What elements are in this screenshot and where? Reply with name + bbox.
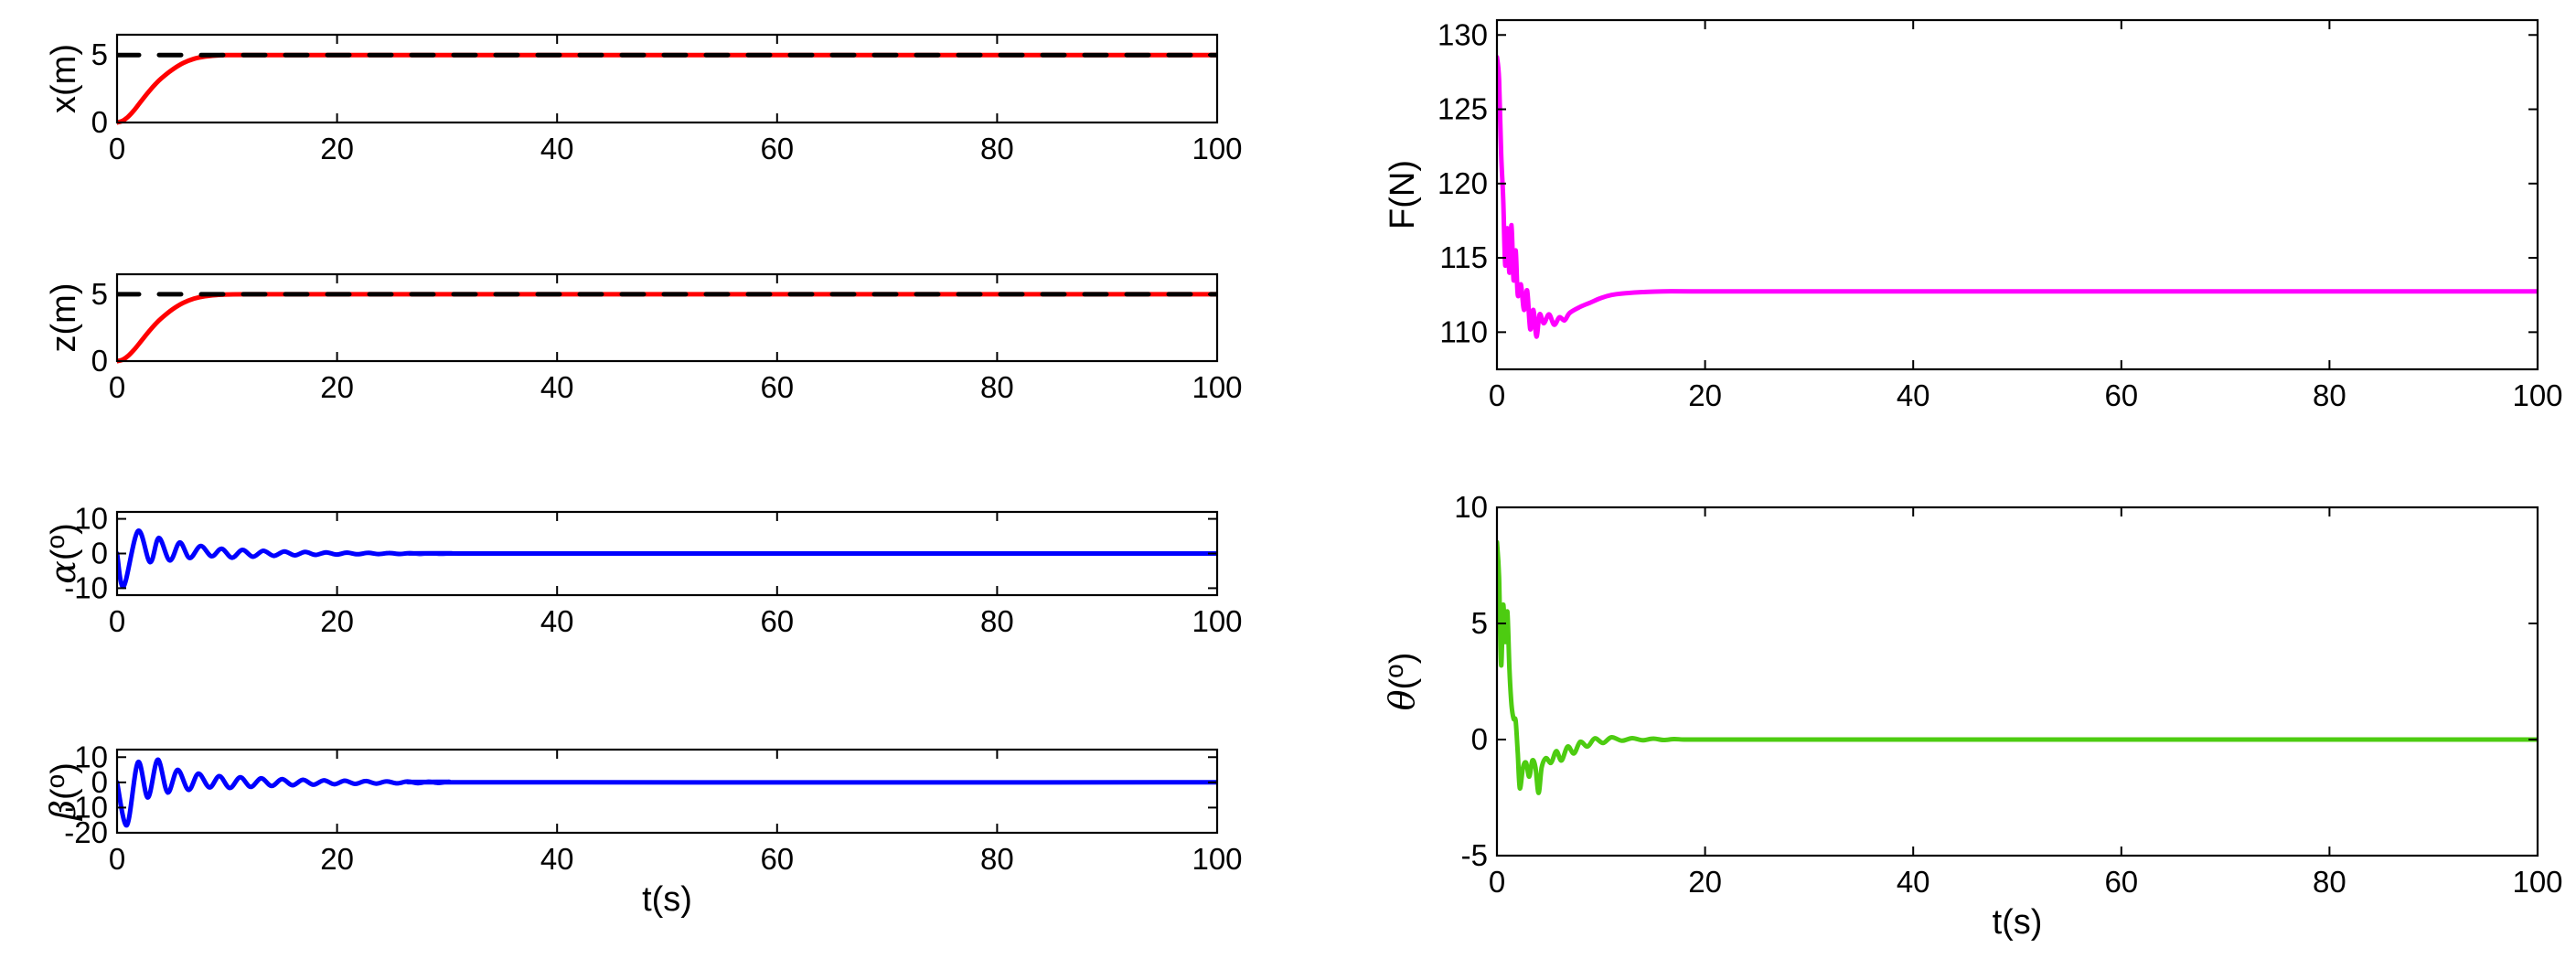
- y-axis-label-z: z(m): [45, 283, 83, 353]
- y-tick-label-x: 0: [91, 105, 108, 139]
- x-tick-label-theta: 20: [1688, 865, 1722, 899]
- y-tick-label-theta: 5: [1471, 606, 1488, 640]
- y-tick-label-x: 5: [91, 37, 108, 71]
- x-tick-label-x: 60: [760, 132, 794, 165]
- series-line-alpha: [117, 528, 1217, 590]
- x-tick-label-theta: 60: [2104, 865, 2138, 899]
- x-tick-label-beta: 20: [320, 842, 354, 876]
- y-tick-label-alpha: 10: [74, 502, 108, 536]
- y-axis-label-alpha: α(o): [41, 523, 83, 584]
- x-tick-label-beta: 80: [980, 842, 1014, 876]
- y-axis-label-x: x(m): [45, 44, 83, 113]
- x-tick-label-F: 0: [1489, 378, 1505, 412]
- x-tick-label-alpha: 100: [1192, 604, 1242, 638]
- x-tick-label-F: 100: [2512, 378, 2562, 412]
- x-tick-label-F: 80: [2313, 378, 2346, 412]
- y-tick-label-F: 130: [1438, 17, 1488, 51]
- x-tick-label-z: 60: [760, 370, 794, 404]
- axes-frame-x: [115, 33, 1219, 124]
- x-tick-label-x: 100: [1192, 132, 1242, 165]
- x-tick-label-theta: 80: [2313, 865, 2346, 899]
- axes-frame-z: [115, 272, 1219, 363]
- y-tick-label-theta: 10: [1454, 490, 1488, 524]
- x-tick-label-x: 0: [109, 132, 125, 165]
- x-axis-label-theta: t(s): [1993, 903, 2043, 942]
- y-tick-label-alpha: -10: [64, 570, 108, 604]
- y-tick-label-z: 0: [91, 344, 108, 378]
- x-tick-label-z: 0: [109, 370, 125, 404]
- x-tick-label-beta: 100: [1192, 842, 1242, 876]
- x-tick-label-x: 20: [320, 132, 354, 165]
- x-tick-label-alpha: 20: [320, 604, 354, 638]
- x-tick-label-alpha: 60: [760, 604, 794, 638]
- x-tick-label-beta: 40: [540, 842, 574, 876]
- series-line-F: [1497, 55, 2538, 339]
- y-axis-label-theta: θ(o): [1380, 653, 1422, 711]
- y-axis-label-F: F(N): [1384, 160, 1422, 229]
- x-tick-label-F: 40: [1897, 378, 1930, 412]
- y-tick-label-F: 110: [1439, 314, 1488, 348]
- x-tick-label-alpha: 40: [540, 604, 574, 638]
- x-tick-label-x: 40: [540, 132, 574, 165]
- y-tick-label-beta: -10: [64, 790, 108, 824]
- series-line-beta: [117, 757, 1217, 828]
- x-tick-label-z: 20: [320, 370, 354, 404]
- chart-F: 0 20 40 60 80 100 110 115 120 125 130 F(N): [1384, 17, 2563, 412]
- y-tick-label-z: 5: [91, 277, 108, 311]
- y-tick-label-alpha: 0: [91, 537, 108, 570]
- x-tick-label-theta: 0: [1489, 865, 1505, 899]
- series-line-x: [117, 52, 1217, 125]
- series-line-z: [117, 292, 1217, 364]
- y-tick-label-beta: 10: [74, 740, 108, 773]
- x-tick-label-F: 20: [1688, 378, 1722, 412]
- x-tick-label-theta: 40: [1897, 865, 1930, 899]
- x-tick-label-beta: 0: [109, 842, 125, 876]
- y-tick-label-beta: -20: [64, 815, 108, 849]
- x-tick-label-alpha: 80: [980, 604, 1014, 638]
- y-axis-label-beta: β(o): [41, 762, 83, 822]
- chart-z: 0 20 40 60 80 100 0 5z(m): [45, 272, 1243, 404]
- axes-frame-theta: [1495, 506, 2539, 857]
- x-tick-label-x: 80: [980, 132, 1014, 165]
- x-tick-label-beta: 60: [760, 842, 794, 876]
- x-tick-label-theta: 100: [2512, 865, 2562, 899]
- x-axis-label-beta: t(s): [642, 880, 692, 919]
- y-tick-label-F: 125: [1438, 92, 1488, 126]
- x-tick-label-alpha: 0: [109, 604, 125, 638]
- x-tick-label-z: 100: [1192, 370, 1242, 404]
- y-tick-label-beta: 0: [91, 765, 108, 799]
- x-tick-label-F: 60: [2104, 378, 2138, 412]
- y-tick-label-theta: 0: [1471, 722, 1488, 756]
- y-tick-label-F: 120: [1438, 166, 1488, 200]
- series-line-theta: [1497, 539, 2538, 795]
- axes-frame-F: [1495, 18, 2539, 371]
- axes-frame-beta: [115, 748, 1219, 835]
- x-tick-label-z: 80: [980, 370, 1014, 404]
- x-tick-label-z: 40: [540, 370, 574, 404]
- y-tick-label-theta: -5: [1461, 838, 1488, 872]
- chart-x: 0 20 40 60 80 100 0 5x(m): [45, 33, 1243, 165]
- y-tick-label-F: 115: [1439, 240, 1488, 274]
